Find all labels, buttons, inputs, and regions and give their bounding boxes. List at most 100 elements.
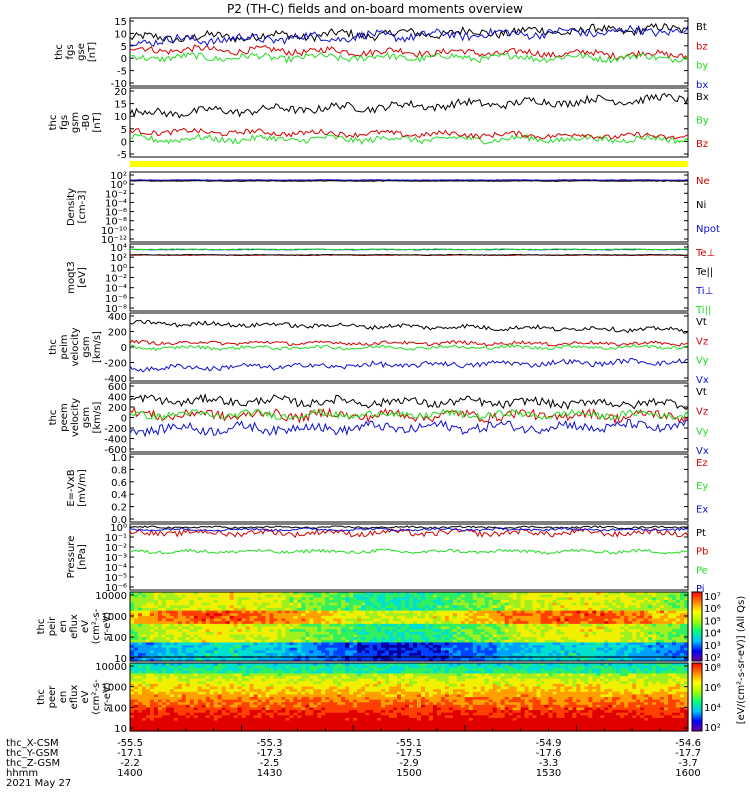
spectrogram-cell xyxy=(149,623,155,628)
spectrogram-cell xyxy=(564,613,570,617)
spectrogram-cell xyxy=(137,699,143,703)
spectrogram-cell xyxy=(289,717,295,722)
spectrogram-cell xyxy=(233,626,239,630)
spectrogram-cell xyxy=(130,725,135,729)
spectrogram-cell xyxy=(496,610,502,614)
spectrogram-cell xyxy=(349,631,354,636)
spectrogram-cell xyxy=(313,621,318,625)
spectrogram-cell xyxy=(261,673,267,677)
spectrogram-cell xyxy=(520,642,526,646)
spectrogram-cell xyxy=(201,610,207,614)
spectrogram-cell xyxy=(500,615,506,620)
spectrogram-cell xyxy=(381,602,386,606)
series-line xyxy=(129,339,689,347)
spectrogram-cell xyxy=(213,618,219,622)
series-line xyxy=(129,24,689,47)
spectrogram-cell xyxy=(632,592,637,596)
spectrogram-cell xyxy=(552,607,558,612)
spectrogram-cell xyxy=(412,597,418,601)
spectrogram-cell xyxy=(624,623,629,628)
spectrogram-cell xyxy=(572,631,577,636)
spectrogram-cell xyxy=(604,650,609,654)
spectrogram-cell xyxy=(432,642,438,646)
spectrogram-cell xyxy=(137,597,143,601)
spectrogram-cell xyxy=(536,602,542,606)
spectrogram-cell xyxy=(540,653,546,657)
spectrogram-cell xyxy=(197,663,203,667)
spectrogram-cell xyxy=(173,728,179,732)
spectrogram-cell xyxy=(377,631,382,636)
spectrogram-cell xyxy=(281,678,287,682)
spectrogram-cell xyxy=(444,658,450,662)
spectrogram-cell xyxy=(173,631,179,636)
spectrogram-cell xyxy=(484,615,490,620)
spectrogram-cell xyxy=(141,599,147,604)
spectrogram-cell xyxy=(496,602,502,606)
spectrogram-cell xyxy=(345,629,350,633)
spectrogram-cell xyxy=(145,702,151,706)
spectrogram-cell xyxy=(488,599,494,604)
spectrogram-cell xyxy=(257,725,263,729)
spectrogram-cell xyxy=(261,691,267,695)
spectrogram-cell xyxy=(137,723,143,727)
spectrogram-cell xyxy=(556,597,562,601)
spectrogram-cell xyxy=(193,725,199,729)
spectrogram-cell xyxy=(385,623,390,628)
series-line xyxy=(129,133,689,145)
spectrogram-cell xyxy=(133,678,139,682)
spectrogram-cell xyxy=(648,613,653,617)
spectrogram-cell xyxy=(361,607,366,612)
spectrogram-cell xyxy=(177,618,183,622)
spectrogram-cell xyxy=(373,639,378,644)
spectrogram-cell xyxy=(620,610,625,614)
spectrogram-cell xyxy=(161,663,167,667)
spectrogram-cell xyxy=(213,653,219,657)
spectrogram-cell xyxy=(145,663,151,667)
spectrogram-cell xyxy=(257,621,263,625)
spectrogram-cell xyxy=(217,702,223,706)
spectrogram-cell xyxy=(652,594,657,598)
spectrogram-cell xyxy=(185,597,191,601)
spectrogram-cell xyxy=(432,602,438,606)
spectrogram-cell xyxy=(185,665,191,669)
spectrogram-cell xyxy=(428,658,434,662)
spectrogram-cell xyxy=(580,658,585,662)
spectrogram-cell xyxy=(205,623,211,628)
spectrogram-cell xyxy=(341,634,346,638)
spectrogram-cell xyxy=(460,607,466,612)
spectrogram-cell xyxy=(145,704,151,709)
spectrogram-cell xyxy=(580,610,585,614)
spectrogram-cell xyxy=(684,605,689,609)
spectrogram-cell xyxy=(444,605,450,609)
y-tick-label: 10⁻² xyxy=(105,189,127,200)
spectrogram-cell xyxy=(249,670,255,675)
spectrogram-cell xyxy=(253,678,259,682)
spectrogram-cell xyxy=(596,629,601,633)
spectrogram-cell xyxy=(496,637,502,641)
spectrogram-cell xyxy=(145,658,151,662)
spectrogram-cell xyxy=(169,607,175,612)
spectrogram-cell xyxy=(349,642,354,646)
spectrogram-cell xyxy=(500,621,506,625)
spectrogram-cell xyxy=(217,683,223,688)
spectrogram-cell xyxy=(528,602,534,606)
y-tick-label: -600 xyxy=(104,445,127,456)
spectrogram-cell xyxy=(608,639,613,644)
spectrogram-cell xyxy=(680,602,685,606)
spectrogram-cell xyxy=(656,623,661,628)
spectrogram-cell xyxy=(672,599,677,604)
spectrogram-cell xyxy=(345,607,350,612)
spectrogram-cell xyxy=(504,658,510,662)
spectrogram-cell xyxy=(389,615,394,620)
spectrogram-cell xyxy=(233,618,239,622)
spectrogram-cell xyxy=(293,668,298,672)
spectrogram-cell xyxy=(213,594,219,598)
spectrogram-cell xyxy=(560,599,566,604)
spectrogram-cell xyxy=(257,717,263,722)
spectrogram-cell xyxy=(169,691,175,695)
spectrogram-cell xyxy=(341,631,346,636)
spectrogram-cell xyxy=(185,681,191,685)
spectrogram-cell xyxy=(508,621,514,625)
